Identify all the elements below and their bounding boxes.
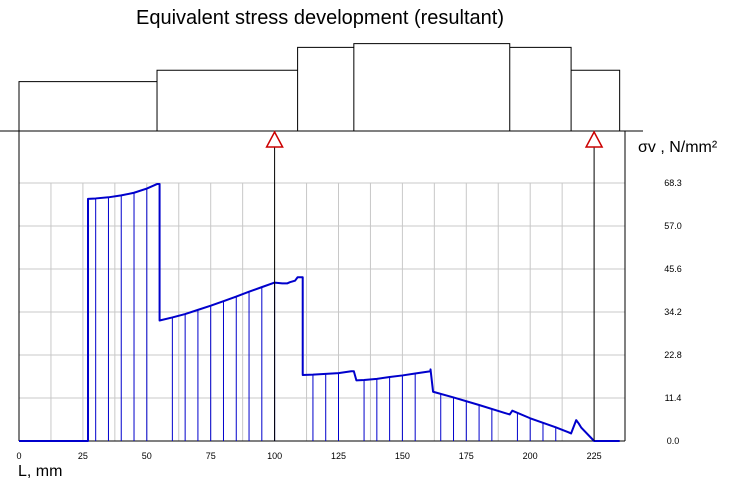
shaft-outline — [18, 43, 621, 131]
axis-ticks: 0 25 50 75 100 125 150 175 200 225 68.3 57.0 45.6 34.… — [16, 178, 681, 461]
y-tick-label: 34.2 — [664, 307, 682, 317]
x-tick-label: 25 — [78, 451, 88, 461]
shaft-profile — [0, 43, 643, 132]
stress-hatching — [95, 188, 557, 441]
chart-grid — [18, 131, 626, 442]
y-tick-label: 45.6 — [664, 264, 682, 274]
chart-title: Equivalent stress development (resultant… — [136, 7, 504, 29]
stress-series — [19, 183, 620, 442]
x-tick-label: 150 — [395, 451, 410, 461]
x-tick-label: 200 — [523, 451, 538, 461]
x-tick-label: 50 — [142, 451, 152, 461]
y-axis-label: σv , N/mm² — [638, 139, 718, 156]
y-tick-label: 0.0 — [667, 436, 680, 446]
bearing-markers — [265, 130, 604, 441]
y-tick-label: 22.8 — [664, 350, 682, 360]
x-tick-label: 225 — [587, 451, 602, 461]
x-tick-label: 0 — [16, 451, 21, 461]
stress-line — [19, 183, 620, 442]
y-tick-label: 68.3 — [664, 178, 682, 188]
y-tick-label: 11.4 — [665, 393, 682, 403]
bearing-triangle — [265, 130, 284, 148]
bearing-triangle — [584, 130, 604, 148]
y-tick-label: 57.0 — [664, 221, 682, 231]
x-tick-label: 175 — [459, 451, 474, 461]
x-axis-label: L, mm — [18, 463, 62, 480]
x-tick-label: 75 — [206, 451, 216, 461]
x-tick-label: 125 — [331, 451, 346, 461]
x-tick-label: 100 — [267, 451, 282, 461]
